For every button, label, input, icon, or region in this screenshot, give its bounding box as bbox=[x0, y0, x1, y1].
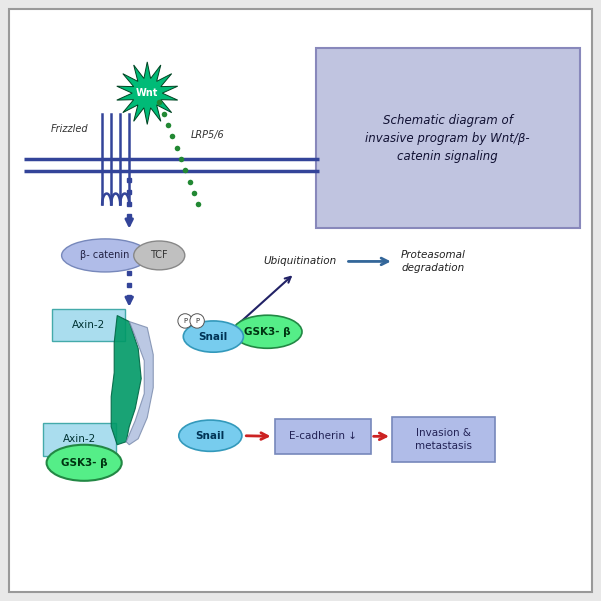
Polygon shape bbox=[126, 322, 153, 445]
Circle shape bbox=[190, 314, 204, 328]
Text: β- catenin: β- catenin bbox=[81, 251, 130, 260]
Polygon shape bbox=[111, 316, 141, 445]
Ellipse shape bbox=[183, 321, 243, 352]
FancyBboxPatch shape bbox=[52, 309, 125, 341]
Text: P: P bbox=[183, 318, 187, 324]
Ellipse shape bbox=[134, 241, 185, 270]
Polygon shape bbox=[117, 62, 178, 124]
Text: Axin-2: Axin-2 bbox=[63, 435, 96, 444]
Text: P: P bbox=[195, 318, 199, 324]
Text: GSK3- β: GSK3- β bbox=[244, 327, 291, 337]
Text: Snail: Snail bbox=[196, 431, 225, 441]
Text: E-cadherin ↓: E-cadherin ↓ bbox=[289, 432, 357, 441]
Text: Frizzled: Frizzled bbox=[50, 124, 88, 134]
Text: Wnt: Wnt bbox=[136, 88, 159, 98]
Text: Axin-2: Axin-2 bbox=[72, 320, 105, 330]
Text: Proteasomal
degradation: Proteasomal degradation bbox=[400, 250, 465, 273]
Text: TCF: TCF bbox=[150, 251, 168, 260]
Ellipse shape bbox=[47, 445, 122, 481]
FancyBboxPatch shape bbox=[392, 417, 495, 462]
FancyBboxPatch shape bbox=[43, 423, 116, 456]
Ellipse shape bbox=[233, 315, 302, 349]
Circle shape bbox=[178, 314, 192, 328]
FancyBboxPatch shape bbox=[9, 9, 592, 592]
Text: Ubiquitination: Ubiquitination bbox=[264, 257, 337, 266]
Text: Snail: Snail bbox=[199, 332, 228, 341]
FancyBboxPatch shape bbox=[15, 15, 586, 586]
FancyBboxPatch shape bbox=[275, 419, 371, 454]
Text: Invasion &
metastasis: Invasion & metastasis bbox=[415, 428, 472, 451]
FancyBboxPatch shape bbox=[316, 48, 580, 228]
Ellipse shape bbox=[179, 420, 242, 451]
Ellipse shape bbox=[62, 239, 149, 272]
Text: LRP5/6: LRP5/6 bbox=[191, 130, 224, 140]
Text: Schematic diagram of
invasive program by Wnt/β-
catenin signaling: Schematic diagram of invasive program by… bbox=[365, 114, 530, 163]
Text: GSK3- β: GSK3- β bbox=[61, 458, 108, 468]
